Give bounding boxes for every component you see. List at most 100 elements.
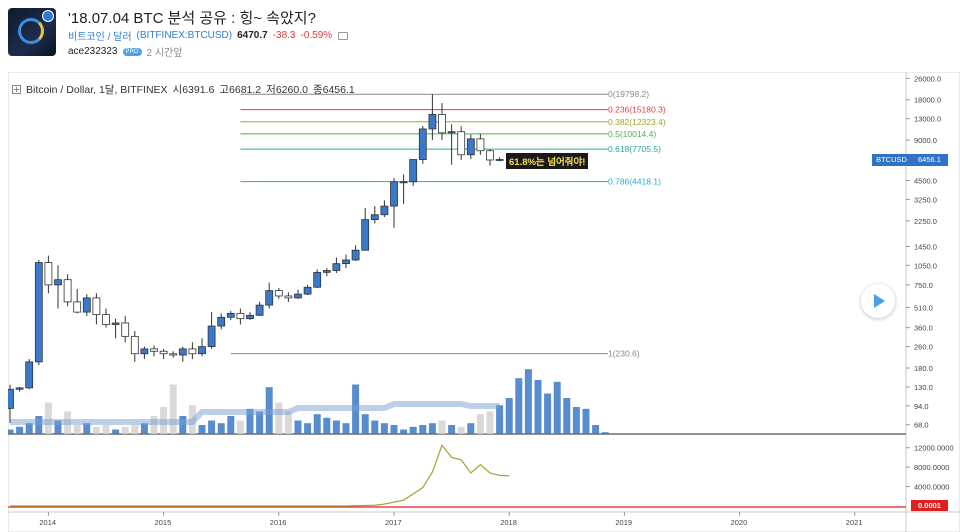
candle-body bbox=[82, 297, 91, 313]
candle-body bbox=[255, 304, 264, 316]
fib-level-label: 0.236(15180.3) bbox=[608, 105, 666, 115]
candle-body bbox=[207, 325, 216, 348]
y-tick-label: 1050.0 bbox=[914, 261, 937, 270]
candle-body bbox=[246, 314, 254, 320]
volume-bar bbox=[332, 420, 340, 434]
candle-body bbox=[361, 219, 370, 251]
y-tick-label: 26000.0 bbox=[914, 74, 941, 83]
candle-body bbox=[495, 159, 504, 161]
last-price: 6470.7 bbox=[237, 30, 268, 41]
fib-level-label: 1(230.6) bbox=[608, 349, 640, 359]
x-tick-label: 2020 bbox=[731, 518, 748, 527]
volume-bar bbox=[83, 423, 91, 434]
expand-legend-icon[interactable] bbox=[12, 85, 21, 94]
y-tick-label: 750.0 bbox=[914, 281, 933, 290]
candle-body bbox=[274, 290, 283, 297]
author-line: ace232323 PRO 2 시간앞 bbox=[68, 44, 182, 59]
volume-bar bbox=[572, 407, 580, 434]
y-tick-label: 130.0 bbox=[914, 383, 933, 392]
y-tick-label: 360.0 bbox=[914, 324, 933, 333]
candle-body bbox=[303, 286, 312, 295]
candle-body bbox=[294, 293, 302, 299]
fib-level-label: 0.786(4418.1) bbox=[608, 177, 661, 187]
y-tick-label: 510.0 bbox=[914, 303, 933, 312]
symbol-code-link[interactable]: (BITFINEX:BTCUSD) bbox=[136, 30, 233, 41]
volume-bar bbox=[121, 426, 129, 434]
volume-bar bbox=[198, 425, 206, 434]
chart-legend: Bitcoin / Dollar, 1달, BITFINEX 시6391.6 고… bbox=[12, 82, 355, 97]
price-chart[interactable]: 26000.0 18000.0 13000.0 9000.0 4500.0 3250.0 2… bbox=[8, 72, 960, 532]
candle-body bbox=[466, 138, 475, 156]
candle-body bbox=[399, 181, 408, 184]
y-tick-label: 4500.0 bbox=[914, 177, 937, 186]
volume-bar bbox=[371, 420, 379, 434]
volume-bar bbox=[553, 381, 561, 434]
author-username[interactable]: ace232323 bbox=[68, 46, 118, 57]
volume-bar bbox=[208, 420, 216, 434]
logo-swirl-icon bbox=[18, 18, 44, 44]
volume-bar bbox=[467, 423, 475, 434]
fib-level-label: 0.382(12323.4) bbox=[608, 117, 666, 127]
y-tick-label: 9000.0 bbox=[914, 136, 937, 145]
volume-bar bbox=[592, 425, 600, 434]
share-icon[interactable] bbox=[337, 31, 349, 40]
candle-body bbox=[447, 131, 456, 134]
volume-bar bbox=[16, 426, 24, 434]
candle-body bbox=[130, 335, 139, 355]
candle-body bbox=[15, 387, 24, 390]
y-tick-label: 260.0 bbox=[914, 343, 933, 352]
volume-bar bbox=[140, 423, 148, 434]
chart-area[interactable]: 26000.0 18000.0 13000.0 9000.0 4500.0 3250.0 2… bbox=[8, 72, 960, 532]
volume-bar bbox=[304, 423, 312, 434]
author-avatar[interactable] bbox=[8, 8, 56, 56]
volume-bar bbox=[294, 420, 302, 434]
x-tick-label: 2018 bbox=[500, 518, 517, 527]
oscillator-line bbox=[10, 444, 510, 507]
volume-bar bbox=[380, 423, 388, 434]
volume-bar bbox=[284, 411, 292, 434]
candle-body bbox=[457, 131, 466, 156]
y-tick-label: 13000.0 bbox=[914, 115, 941, 124]
volume-bar bbox=[419, 425, 427, 434]
volume-bar bbox=[227, 416, 235, 434]
candle-body bbox=[198, 346, 206, 355]
symbol-price-tag: BTCUSD bbox=[872, 154, 911, 166]
volume-bar bbox=[342, 423, 350, 434]
volume-bar bbox=[409, 426, 417, 434]
candle-body bbox=[217, 316, 226, 327]
current-price-tag: 6456.1 bbox=[911, 154, 948, 166]
osc-tick-label: 4000.0000 bbox=[914, 483, 949, 492]
idea-title: '18.07.04 BTC 분석 공유 : 힝~ 속았지? bbox=[68, 10, 316, 27]
symbol-name-link[interactable]: 비트코인 / 달러 bbox=[68, 32, 132, 43]
cloud-badge-icon bbox=[42, 10, 54, 22]
y-tick-label: 2250.0 bbox=[914, 217, 937, 226]
x-tick-label: 2015 bbox=[155, 518, 172, 527]
candle-body bbox=[226, 312, 235, 318]
volume-bar bbox=[515, 378, 523, 434]
candle-body bbox=[111, 322, 120, 325]
candle-body bbox=[63, 279, 72, 303]
y-tick-label: 1450.0 bbox=[914, 242, 937, 251]
price-change-percent: -0.59% bbox=[300, 30, 333, 41]
volume-bar bbox=[256, 411, 264, 434]
volume-bar bbox=[544, 393, 552, 434]
candle-body bbox=[159, 350, 168, 355]
volume-bar bbox=[524, 369, 532, 434]
volume-bar bbox=[457, 426, 465, 434]
candle-body bbox=[44, 262, 53, 286]
y-tick-label: 68.0 bbox=[914, 421, 929, 430]
volume-bar bbox=[428, 423, 436, 434]
volume-bar bbox=[476, 414, 484, 434]
candle-body bbox=[102, 314, 110, 325]
candle-body bbox=[418, 128, 427, 160]
volume-bar bbox=[131, 425, 139, 434]
high-value: 고6681.2 bbox=[219, 84, 262, 96]
candle-body bbox=[409, 159, 418, 183]
candle-body bbox=[438, 113, 446, 134]
volume-bar bbox=[102, 425, 110, 434]
volume-bar bbox=[54, 420, 62, 434]
play-replay-button[interactable] bbox=[861, 284, 895, 318]
volume-bar bbox=[169, 384, 177, 434]
candle-body bbox=[380, 205, 389, 216]
volume-bar bbox=[44, 402, 52, 434]
